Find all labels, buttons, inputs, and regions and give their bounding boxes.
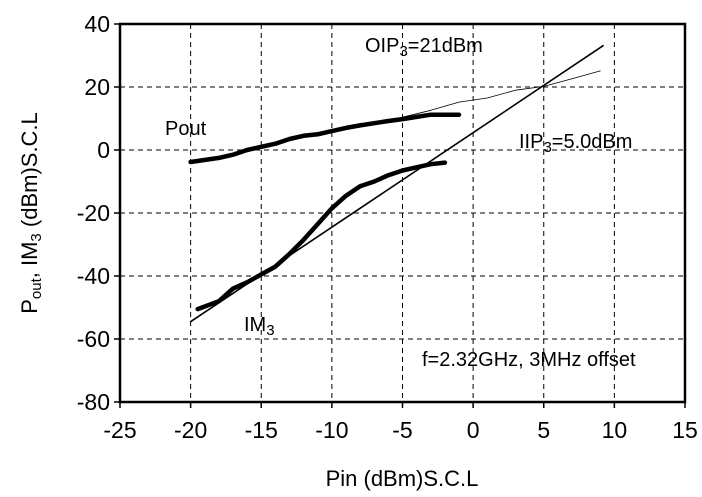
oip3-value: =21dBm (408, 35, 483, 57)
y-axis-title-sub2: 3 (28, 233, 45, 241)
x-tick-label: -10 (315, 417, 348, 443)
y-tick-label: -40 (77, 263, 110, 289)
y-axis-title-mid: , IM (17, 242, 42, 279)
y-tick-label: 40 (84, 11, 110, 37)
x-tick-label: 15 (672, 417, 698, 443)
iip3-subscript: 3 (543, 139, 551, 156)
y-tick-label: -60 (77, 326, 110, 352)
x-tick-label: 0 (467, 417, 480, 443)
y-axis-title: Pout, IM3 (dBm)S.C.L (17, 112, 45, 314)
iip3-prefix: IIP (519, 131, 543, 153)
series-layer (188, 44, 604, 323)
y-tick-label: -80 (77, 389, 110, 415)
iip3-value: =5.0dBm (552, 131, 633, 153)
iip3-annotation: IIP3=5.0dBm (519, 131, 632, 156)
plot-frame (118, 22, 687, 404)
x-tick-label: -20 (174, 417, 207, 443)
x-tick-label: 5 (537, 417, 550, 443)
series-line-im3 (195, 160, 448, 312)
x-axis-title: Pin (dBm)S.C.L (326, 466, 479, 491)
x-tick-label: -15 (245, 417, 278, 443)
im3-subscript: 3 (266, 322, 274, 339)
y-axis-title-tail: (dBm)S.C.L (17, 112, 42, 233)
pout-label: Pout (165, 118, 207, 140)
series-line-im3-3-1-line (189, 44, 604, 323)
series-line-pout (188, 112, 462, 165)
im3-prefix: IM (244, 314, 266, 336)
x-tick-label: -25 (103, 417, 136, 443)
im3-label: IM3 (244, 314, 275, 339)
condition-annotation: f=2.32GHz, 3MHz offset (422, 349, 636, 371)
oip3-prefix: OIP (365, 35, 399, 57)
oip3-annotation: OIP3=21dBm (365, 35, 483, 60)
x-tick-label: -5 (392, 417, 412, 443)
oip3-subscript: 3 (399, 43, 407, 60)
series-line-pout-extrapolation (402, 70, 601, 118)
y-tick-label: 20 (84, 74, 110, 100)
tick-layer: -25 -20 -15 -10 -5 0 5 10 15 -80 -60 -40 -20 0 20 40 (77, 11, 698, 443)
y-tick-label: 0 (97, 137, 110, 163)
y-tick-label: -20 (77, 200, 110, 226)
grid-layer (120, 24, 685, 402)
y-axis-title-main: P (17, 299, 42, 314)
x-tick-label: 10 (602, 417, 628, 443)
y-axis-title-sub1: out (28, 277, 45, 299)
